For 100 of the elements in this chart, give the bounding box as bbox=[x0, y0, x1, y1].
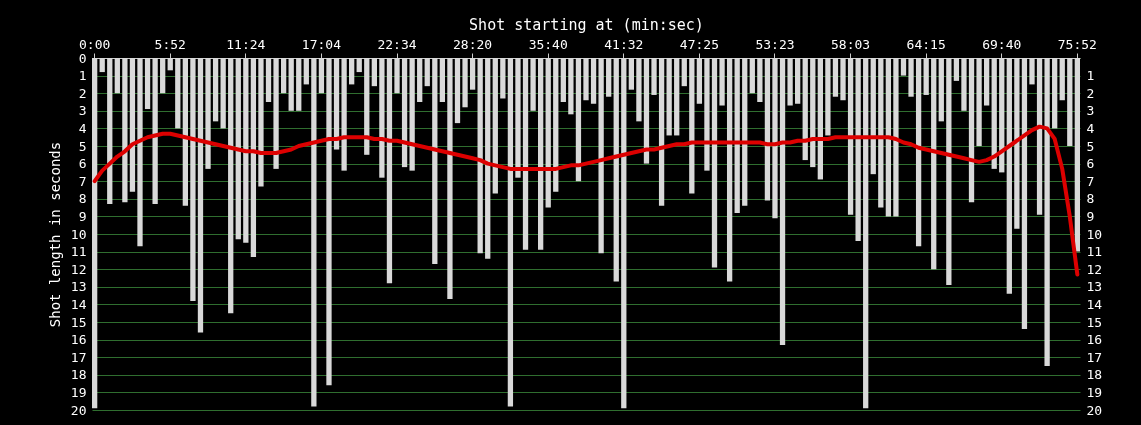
bar bbox=[893, 58, 899, 217]
y2-tick-label: 2 bbox=[1086, 85, 1095, 101]
bar bbox=[885, 58, 892, 217]
bar bbox=[666, 58, 672, 136]
x-tick-label: 28:20 bbox=[453, 36, 493, 52]
bar bbox=[280, 58, 287, 94]
bar bbox=[469, 58, 476, 90]
bar bbox=[802, 58, 808, 161]
bar bbox=[984, 58, 990, 106]
y2-tick-label: 8 bbox=[1086, 191, 1095, 207]
bar bbox=[658, 58, 665, 206]
x-tick-label: 17:04 bbox=[301, 36, 342, 52]
bar bbox=[454, 58, 461, 124]
bar bbox=[273, 58, 279, 169]
y-tick-label: 15 bbox=[70, 314, 87, 330]
bar bbox=[417, 58, 423, 102]
bar bbox=[560, 58, 566, 102]
y2-tick-label: 5 bbox=[1086, 138, 1095, 154]
bar bbox=[333, 58, 340, 150]
bar bbox=[817, 58, 823, 180]
bar bbox=[326, 58, 332, 386]
y-tick-label: 2 bbox=[78, 85, 87, 101]
x-tick-label: 35:40 bbox=[528, 36, 568, 52]
bar bbox=[477, 58, 483, 254]
bar bbox=[175, 58, 181, 129]
bar bbox=[968, 58, 975, 203]
bar bbox=[696, 58, 703, 104]
y2-tick-label: 17 bbox=[1086, 349, 1103, 365]
y2-tick-label: 12 bbox=[1086, 261, 1103, 277]
bar bbox=[636, 58, 642, 122]
bar bbox=[220, 58, 226, 129]
bar bbox=[938, 58, 944, 122]
bar bbox=[651, 58, 657, 95]
bar bbox=[394, 58, 400, 94]
x-tick-label: 0:00 bbox=[78, 36, 111, 52]
bar bbox=[386, 58, 393, 284]
bar bbox=[296, 58, 302, 111]
bar bbox=[439, 58, 446, 102]
y-tick-label: 14 bbox=[70, 296, 87, 312]
bar bbox=[734, 58, 740, 213]
x-tick-label: 5:52 bbox=[154, 36, 186, 52]
bar bbox=[538, 58, 544, 250]
bar bbox=[795, 58, 801, 104]
bar bbox=[1044, 58, 1050, 366]
bar bbox=[772, 58, 778, 219]
bar bbox=[613, 58, 619, 282]
bar bbox=[742, 58, 748, 206]
y2-tick-label: 6 bbox=[1086, 156, 1095, 172]
bar bbox=[107, 58, 113, 205]
y2-tick-label: 7 bbox=[1086, 173, 1095, 189]
bar bbox=[243, 58, 249, 243]
y-tick-label: 11 bbox=[70, 244, 87, 260]
y2-tick-label: 20 bbox=[1086, 402, 1103, 418]
bar bbox=[825, 58, 831, 136]
bar bbox=[114, 58, 120, 94]
bar bbox=[1067, 58, 1073, 146]
y-tick-label: 16 bbox=[70, 332, 87, 348]
bar bbox=[401, 58, 408, 168]
bar bbox=[364, 58, 370, 155]
bar bbox=[946, 58, 952, 286]
bar bbox=[160, 58, 166, 94]
bar bbox=[144, 58, 151, 110]
bar bbox=[900, 58, 907, 76]
y-tick-label: 8 bbox=[78, 191, 87, 207]
y-tick-label: 18 bbox=[70, 367, 87, 383]
bar bbox=[485, 58, 491, 259]
y-tick-label: 7 bbox=[78, 173, 87, 189]
bar bbox=[749, 58, 755, 94]
bar bbox=[621, 58, 627, 409]
y2-tick-label: 15 bbox=[1086, 314, 1103, 330]
bar bbox=[424, 58, 430, 87]
bar bbox=[1059, 58, 1065, 101]
y2-tick-label: 4 bbox=[1086, 120, 1095, 136]
x-axis-title: Shot starting at (min:sec) bbox=[469, 15, 704, 34]
bar bbox=[719, 58, 725, 106]
bar bbox=[432, 58, 438, 264]
bar bbox=[787, 58, 793, 106]
bar bbox=[205, 58, 211, 169]
y-tick-label: 19 bbox=[70, 384, 87, 400]
bar bbox=[855, 58, 861, 242]
bar bbox=[492, 58, 498, 194]
bar bbox=[515, 58, 521, 178]
y2-tick-label: 1 bbox=[1086, 68, 1095, 84]
bar bbox=[1074, 58, 1080, 252]
bar bbox=[522, 58, 529, 250]
x-tick-label: 41:32 bbox=[604, 36, 644, 52]
y-tick-label: 9 bbox=[78, 208, 87, 224]
x-tick-label: 69:40 bbox=[982, 36, 1022, 52]
bar bbox=[976, 58, 982, 146]
bar bbox=[507, 58, 514, 407]
bar bbox=[303, 58, 309, 85]
bar bbox=[190, 58, 196, 301]
bar bbox=[545, 58, 551, 208]
y2-tick-label: 11 bbox=[1086, 244, 1103, 260]
bar bbox=[553, 58, 559, 192]
bar bbox=[689, 58, 695, 194]
bar bbox=[953, 58, 960, 81]
bar bbox=[568, 58, 574, 115]
bar bbox=[122, 58, 128, 203]
bar bbox=[379, 58, 385, 178]
